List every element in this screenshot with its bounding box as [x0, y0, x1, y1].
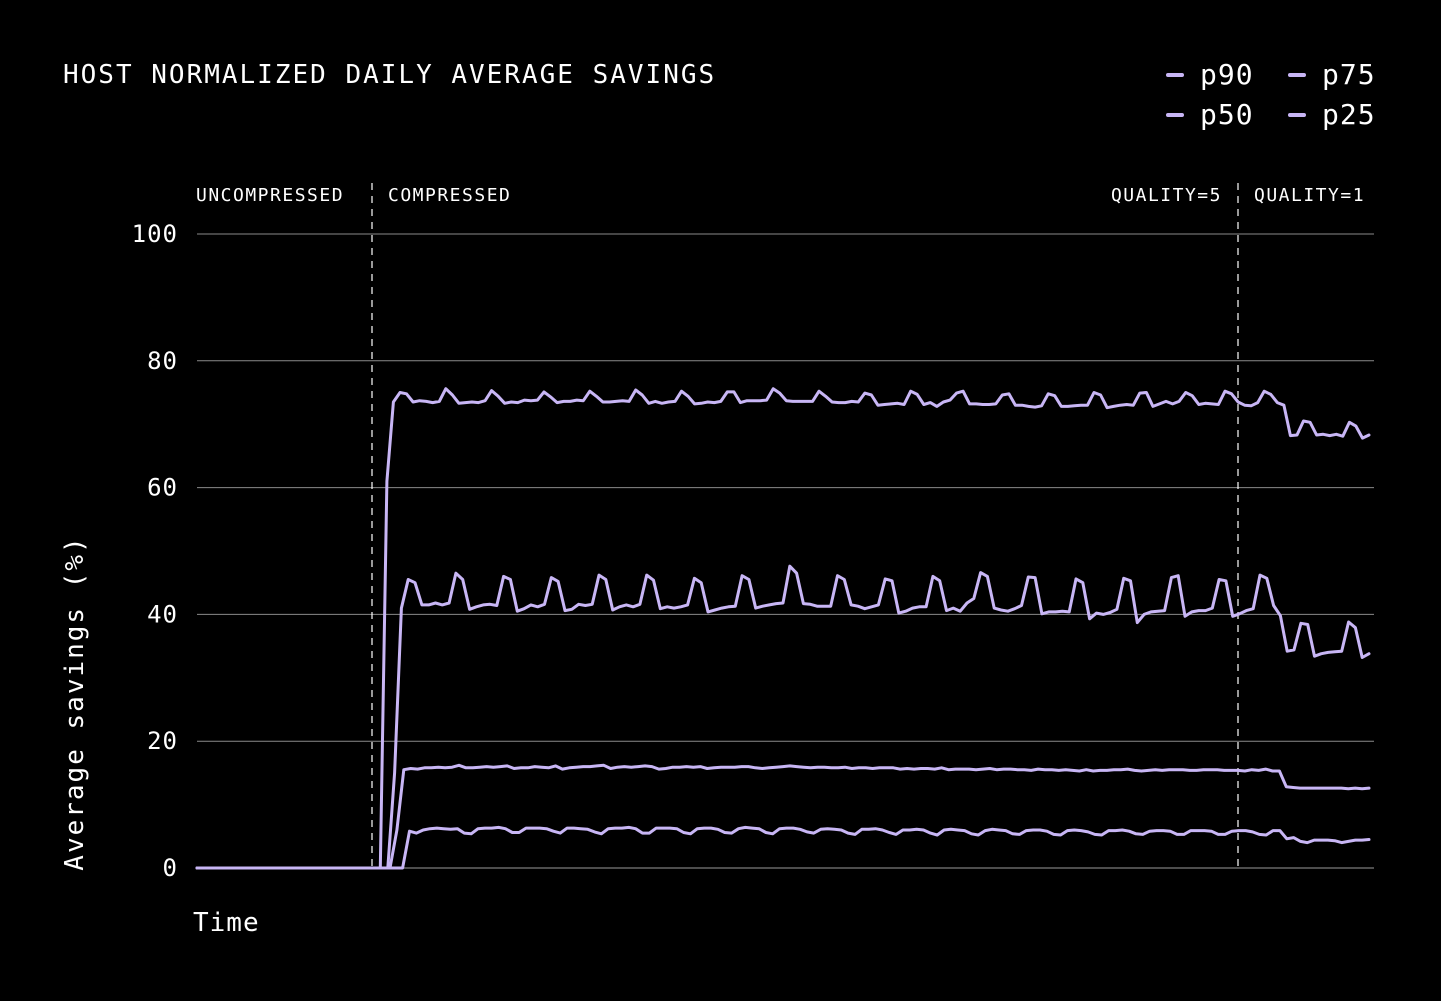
- y-axis-label: Average savings (%): [60, 535, 90, 871]
- series-line-p90: [195, 387, 1371, 870]
- legend-item-p50[interactable]: p50: [1166, 98, 1254, 131]
- series-line-p25: [195, 825, 1371, 870]
- y-tick-label-40: 40: [147, 600, 178, 628]
- phase-dividers: [371, 183, 1239, 868]
- legend-label-p50: p50: [1200, 98, 1254, 131]
- y-tick-label-20: 20: [147, 727, 178, 755]
- phase-label-quality-1: QUALITY=1: [1254, 185, 1365, 206]
- legend-swatch-p75: [1288, 72, 1306, 77]
- legend-item-p90[interactable]: p90: [1166, 58, 1254, 91]
- legend-swatch-p25: [1288, 112, 1306, 117]
- y-tick-label-80: 80: [147, 347, 178, 375]
- grid-lines: [197, 233, 1374, 869]
- legend-label-p90: p90: [1200, 58, 1254, 91]
- y-tick-label-0: 0: [163, 854, 178, 882]
- y-tick-labels: 0 20 40 60 80 100: [132, 220, 178, 882]
- y-tick-label-60: 60: [147, 474, 178, 502]
- legend-swatch-p90: [1166, 72, 1184, 77]
- phase-label-compressed: COMPRESSED: [388, 185, 511, 206]
- chart-title: HOST NORMALIZED DAILY AVERAGE SAVINGS: [63, 60, 717, 90]
- phase-label-uncompressed: UNCOMPRESSED: [196, 185, 344, 206]
- legend-item-p25[interactable]: p25: [1288, 98, 1376, 131]
- series-lines: [195, 387, 1371, 870]
- y-tick-label-100: 100: [132, 220, 178, 248]
- legend-label-p75: p75: [1322, 58, 1376, 91]
- legend-label-p25: p25: [1322, 98, 1376, 131]
- series-line-p75: [195, 564, 1371, 870]
- phase-labels: UNCOMPRESSED COMPRESSED QUALITY=5 QUALIT…: [196, 185, 1365, 206]
- series-line-p50: [195, 763, 1371, 870]
- legend-swatch-p50: [1166, 112, 1184, 117]
- phase-label-quality-5: QUALITY=5: [1111, 185, 1222, 206]
- x-axis-label: Time: [193, 908, 260, 938]
- legend-item-p75[interactable]: p75: [1288, 58, 1376, 91]
